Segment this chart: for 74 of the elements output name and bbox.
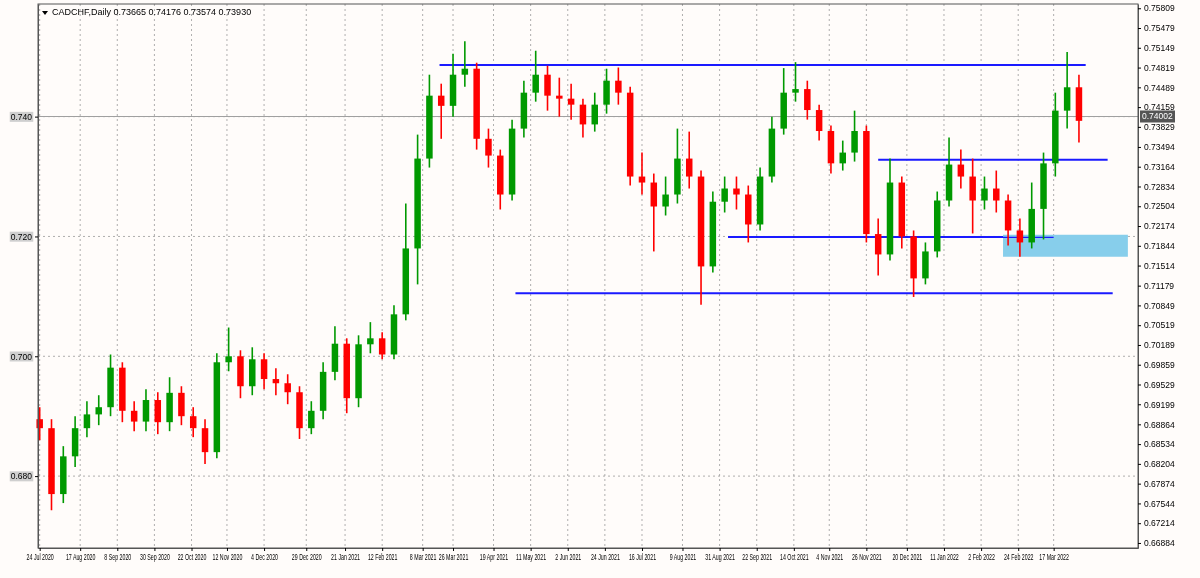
candlestick: [532, 49, 539, 103]
y2-tick-label: 0.71514: [1144, 260, 1175, 271]
candlestick: [957, 148, 965, 190]
candlestick: [993, 169, 1000, 214]
candlestick: [367, 321, 374, 355]
y2-tick-label: 0.66884: [1144, 538, 1175, 549]
candlestick: [142, 388, 150, 432]
y-tick-label: 0.720: [10, 231, 33, 242]
candlestick: [437, 82, 445, 140]
candlestick: [615, 66, 622, 106]
y-tick-label: 0.740: [10, 111, 33, 122]
y2-tick-label: 0.72504: [1144, 201, 1175, 212]
candlestick: [804, 79, 811, 121]
y2-tick-label: 0.67214: [1144, 518, 1175, 529]
y2-tick-label: 0.74489: [1144, 82, 1175, 93]
candlestick: [874, 217, 882, 277]
candlestick: [83, 400, 91, 438]
y2-tick-label: 0.68864: [1144, 419, 1175, 430]
candlestick: [178, 385, 185, 426]
y2-tick-label: 0.70189: [1144, 340, 1175, 351]
candlestick: [154, 391, 162, 435]
chart-title: CADCHF,Daily 0.73665 0.74176 0.73574 0.73930: [52, 7, 252, 17]
candlestick: [95, 394, 102, 426]
y-tick-label: 0.700: [10, 351, 33, 362]
candlestick: [485, 127, 492, 169]
y-tick-label: 0.680: [10, 471, 33, 482]
candlestick: [851, 109, 858, 163]
y2-tick-label: 0.72174: [1144, 221, 1175, 232]
candlestick: [201, 418, 209, 465]
candlestick: [130, 400, 138, 432]
y2-tick-label: 0.72834: [1144, 181, 1175, 192]
ref-line-label: 0.74002: [1142, 111, 1173, 122]
candlestick: [685, 130, 693, 190]
candlestick: [815, 103, 823, 142]
candlestick: [981, 175, 988, 211]
y2-tick-label: 0.75809: [1144, 3, 1175, 14]
y2-tick-label: 0.71844: [1144, 241, 1175, 252]
y2-tick-label: 0.75149: [1144, 43, 1175, 54]
y2-tick-label: 0.75479: [1144, 23, 1175, 34]
candlestick: [189, 406, 197, 438]
y2-tick-label: 0.74159: [1144, 102, 1175, 113]
y2-tick-label: 0.73164: [1144, 161, 1175, 172]
candlestick: [721, 175, 728, 214]
candlestick: [567, 82, 575, 121]
y2-tick-label: 0.69859: [1144, 359, 1175, 370]
y2-tick-label: 0.70519: [1144, 320, 1175, 331]
candlestick: [733, 175, 740, 211]
y2-tick-label: 0.69199: [1144, 399, 1175, 410]
y2-tick-label: 0.67874: [1144, 478, 1175, 489]
candlestick: [260, 352, 268, 391]
candlestick: [308, 400, 315, 435]
candlestick: [461, 40, 469, 88]
y2-tick-label: 0.68204: [1144, 459, 1175, 470]
candlestick: [556, 76, 563, 118]
candlestick: [638, 151, 646, 196]
candlestick: [225, 326, 232, 373]
y2-tick-label: 0.71179: [1144, 280, 1175, 291]
candlestick: [1063, 51, 1071, 130]
candlestick: [284, 373, 291, 406]
candlestick: [792, 61, 799, 103]
candlestick: [603, 67, 610, 115]
candlestick: [1016, 217, 1024, 258]
candlestick: [544, 64, 551, 112]
y2-tick-label: 0.73494: [1144, 142, 1175, 153]
y2-tick-label: 0.73829: [1144, 122, 1175, 133]
candlestick: [662, 175, 669, 217]
y2-tick-label: 0.70849: [1144, 300, 1175, 311]
candlestick: [378, 331, 386, 361]
candlestick: [969, 157, 976, 235]
candlestick: [650, 172, 658, 253]
y2-tick-label: 0.67544: [1144, 498, 1175, 509]
y2-tick-label: 0.68534: [1144, 439, 1175, 450]
y2-tick-label: 0.69529: [1144, 379, 1175, 390]
y2-tick-label: 0.74819: [1144, 62, 1175, 73]
